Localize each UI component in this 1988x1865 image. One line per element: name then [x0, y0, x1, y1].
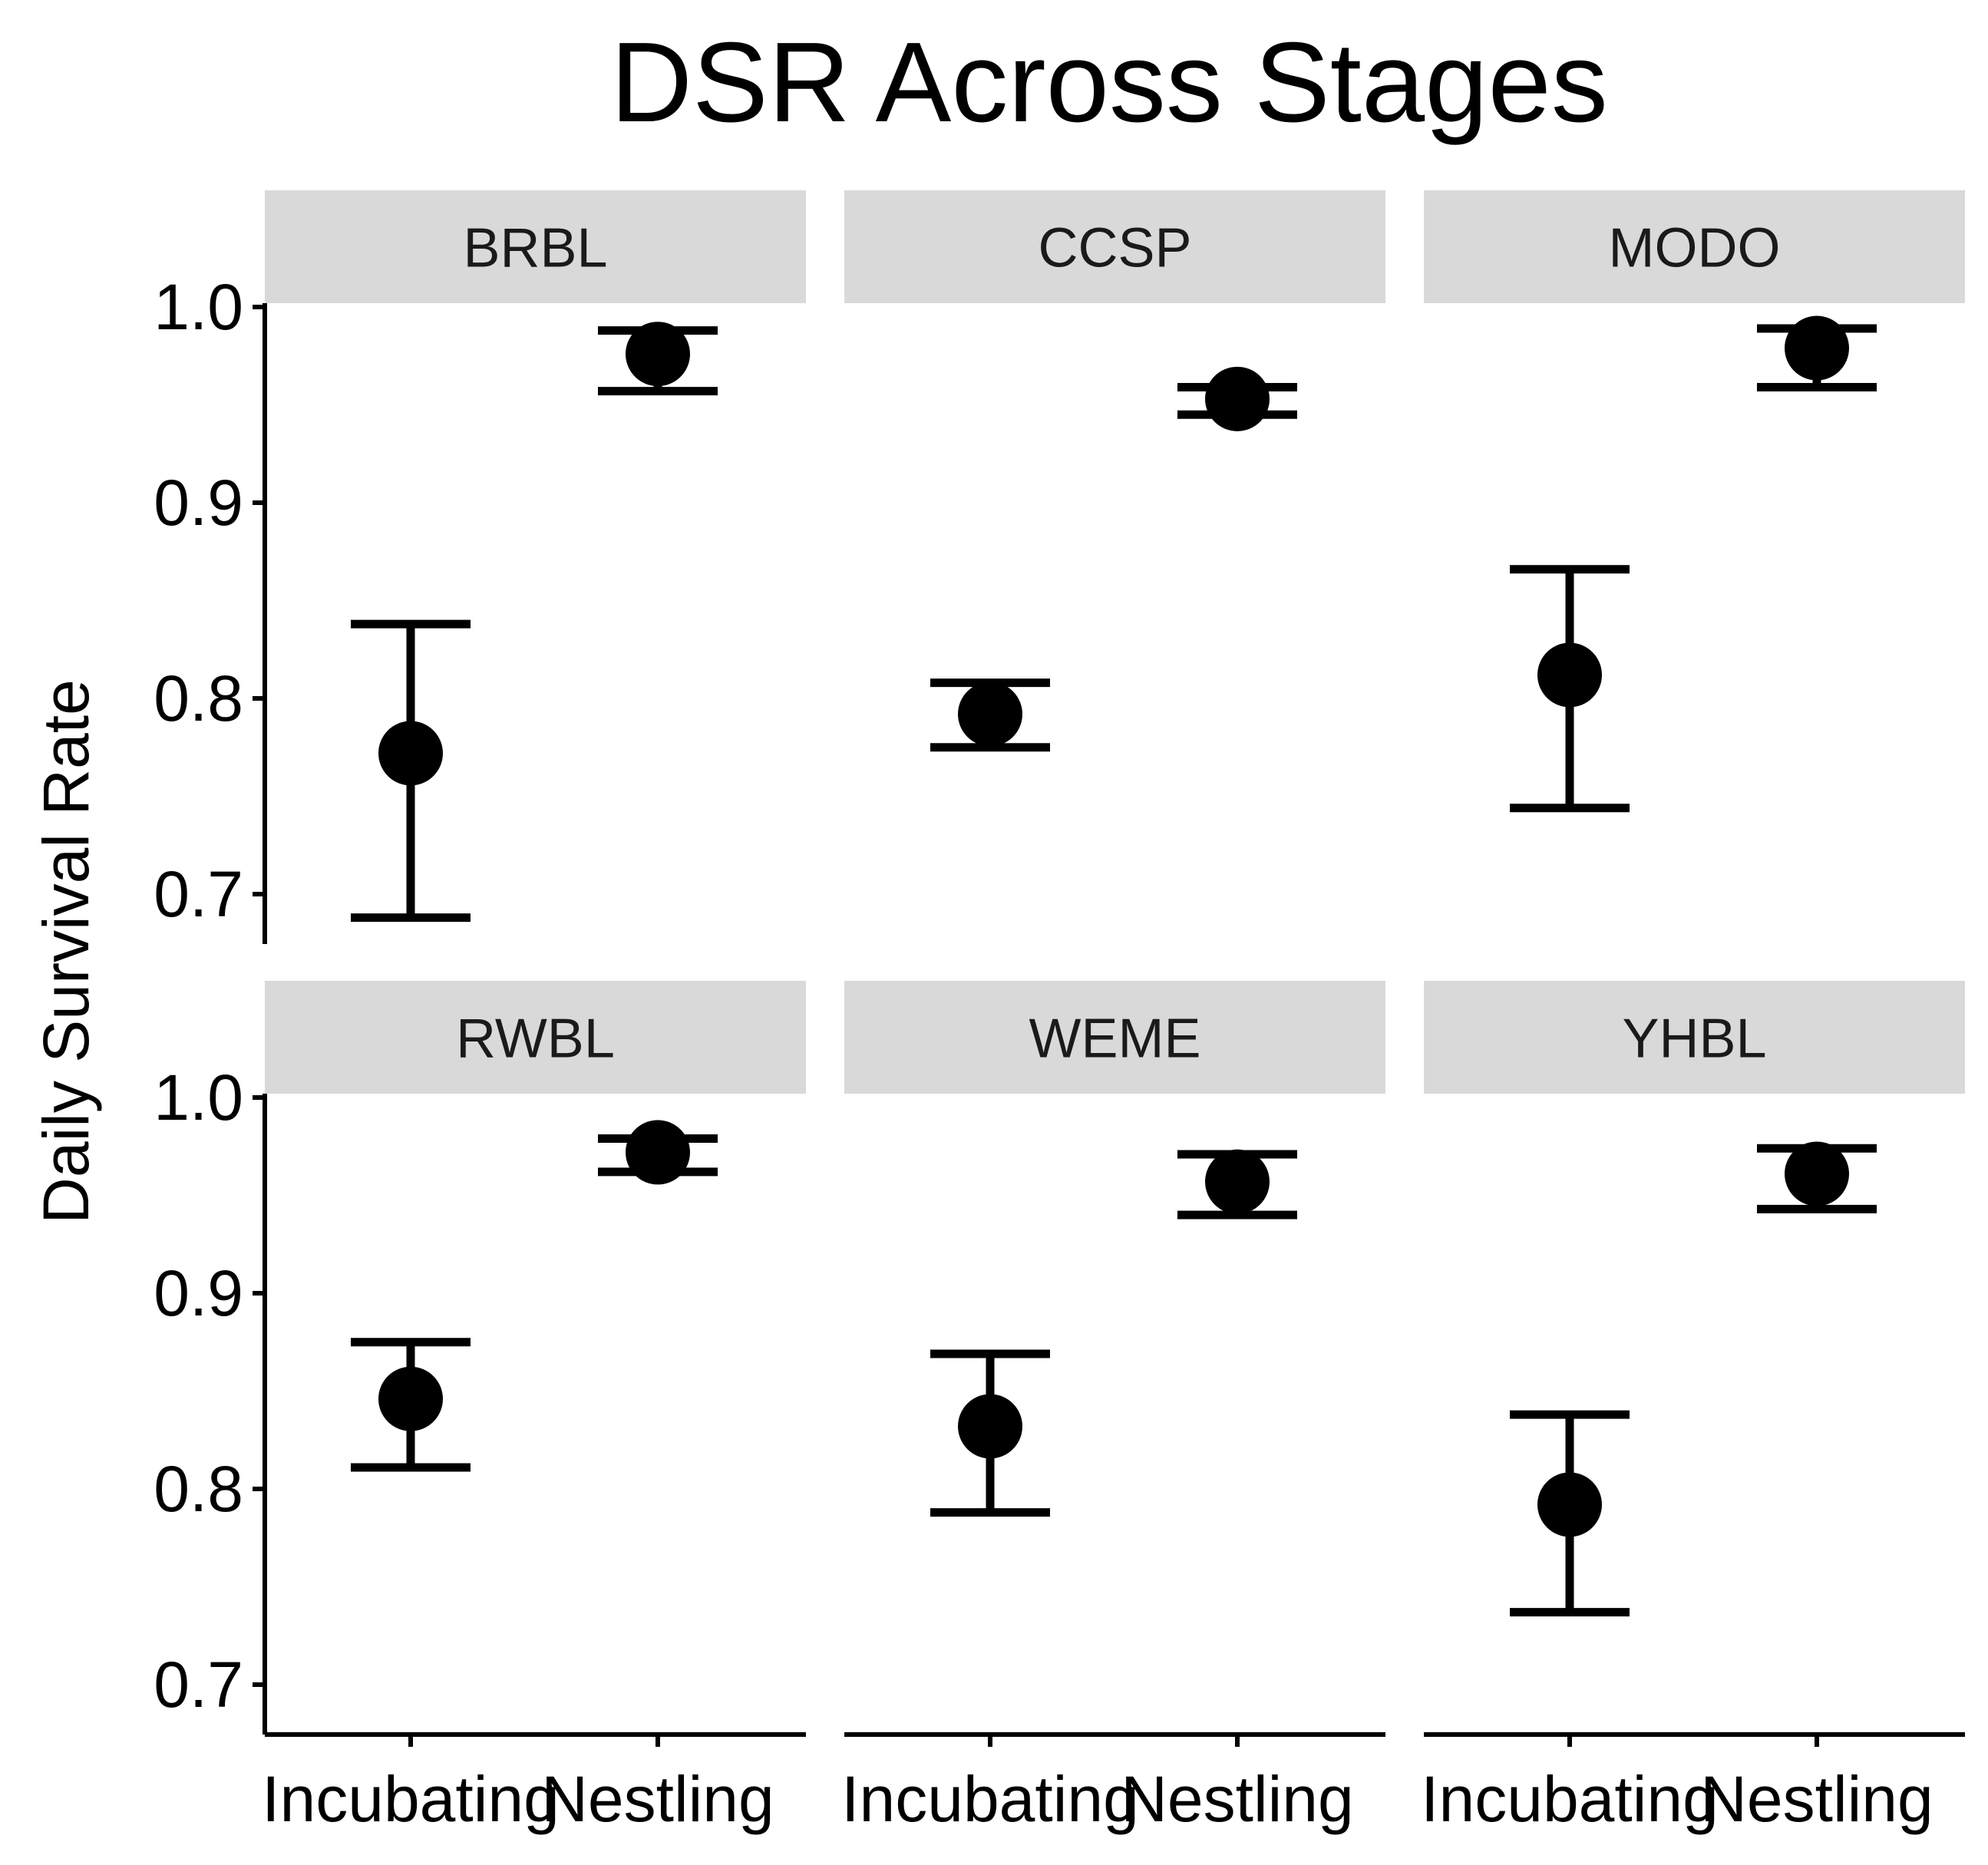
error-bar-incubating	[1510, 1410, 1630, 1617]
facet-strip	[265, 981, 806, 1094]
error-bar-nestling	[598, 322, 718, 396]
facet-strip	[265, 190, 806, 303]
y-axis-title: Daily Survival Rate	[30, 679, 102, 1224]
facet-strip-label: YHBL	[1622, 1008, 1766, 1070]
error-bar-nestling	[1757, 315, 1877, 392]
facet-strip-label: RWBL	[456, 1008, 615, 1070]
data-point	[626, 322, 690, 387]
x-tick-label: Nestling	[1121, 1763, 1353, 1835]
facets-layer: BRBL 0.7 0.8 0.9 1.0 CCSP MODO RWBL 0.7 0.8 0.9 1.0…	[154, 190, 1965, 1835]
y-tick-label: 1.0	[154, 271, 243, 343]
data-point	[1205, 1149, 1270, 1214]
facet-strip	[844, 190, 1385, 303]
data-point	[626, 1120, 690, 1185]
error-bar-incubating	[930, 678, 1050, 752]
data-point	[958, 682, 1022, 747]
x-tick-label: Nestling	[541, 1763, 774, 1835]
error-bar-nestling	[1757, 1141, 1877, 1213]
data-point	[958, 1394, 1022, 1459]
data-point	[1785, 1141, 1849, 1206]
facet-strip	[1424, 190, 1965, 303]
error-bar-incubating	[351, 1338, 471, 1472]
x-tick-label: Incubating	[1421, 1763, 1719, 1835]
facet-strip-label: WEME	[1029, 1008, 1201, 1070]
facet-strip-label: CCSP	[1038, 218, 1191, 279]
y-tick-label: 1.0	[154, 1061, 243, 1134]
error-bar-incubating	[1510, 565, 1630, 813]
facet-strip-label: BRBL	[463, 218, 607, 279]
data-point	[378, 721, 443, 786]
y-tick-label: 0.7	[154, 1649, 243, 1721]
y-tick-label: 0.8	[154, 662, 243, 734]
data-point	[1785, 315, 1849, 381]
x-tick-label: Incubating	[262, 1763, 560, 1835]
error-bar-nestling	[598, 1120, 718, 1185]
data-point	[1205, 366, 1270, 431]
facet-strip-label: MODO	[1609, 218, 1781, 279]
error-bar-incubating	[351, 619, 471, 923]
error-bar-incubating	[930, 1349, 1050, 1517]
facet-strip	[1424, 981, 1965, 1094]
facet-panel-ccsp: CCSP	[844, 190, 1385, 752]
y-tick-label: 0.9	[154, 1257, 243, 1329]
facet-panel-brbl: BRBL 0.7 0.8 0.9 1.0	[154, 190, 806, 944]
error-bar-nestling	[1177, 1149, 1297, 1220]
data-point	[378, 1366, 443, 1431]
x-tick-label: Incubating	[841, 1763, 1139, 1835]
y-tick-label: 0.9	[154, 467, 243, 539]
data-point	[1537, 642, 1602, 708]
error-bar-nestling	[1177, 366, 1297, 431]
x-tick-label: Nestling	[1700, 1763, 1933, 1835]
facet-panel-modo: MODO	[1424, 190, 1965, 813]
y-tick-label: 0.8	[154, 1453, 243, 1525]
data-point	[1537, 1472, 1602, 1537]
chart-title: DSR Across Stages	[610, 19, 1608, 146]
y-tick-label: 0.7	[154, 858, 243, 930]
facet-strip	[844, 981, 1385, 1094]
